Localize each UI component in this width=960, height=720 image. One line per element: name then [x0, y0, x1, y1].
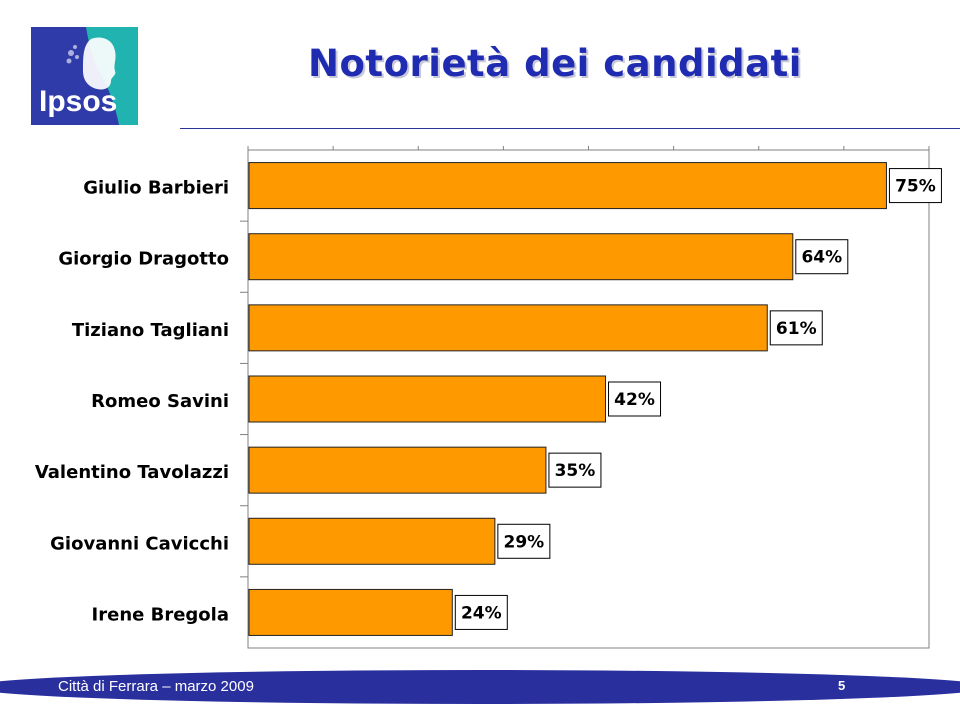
bar — [248, 233, 794, 281]
data-label-box — [608, 381, 662, 417]
bar — [248, 588, 453, 636]
category-label: Romeo Savini — [91, 391, 229, 412]
bar — [248, 517, 496, 565]
category-label: Valentino Tavolazzi — [35, 462, 229, 483]
bar-chart: Giulio Barbieri 75% Giorgio Dragotto 64% Tiz… — [35, 146, 942, 649]
ipsos-logo: Ipsos — [31, 27, 138, 125]
data-label: 61% — [776, 319, 817, 339]
data-label: 29% — [504, 532, 545, 552]
data-label-box — [497, 523, 551, 559]
bar — [248, 304, 768, 352]
data-label: 75% — [895, 177, 936, 197]
footer-text: Città di Ferrara – marzo 2009 — [58, 678, 254, 695]
bar — [248, 162, 887, 210]
category-label: Giovanni Cavicchi — [50, 533, 229, 554]
data-label: 64% — [801, 248, 842, 268]
logo-text: Ipsos — [39, 85, 117, 118]
data-label: 35% — [555, 461, 596, 481]
category-label: Tiziano Tagliani — [72, 320, 229, 341]
data-label: 42% — [614, 390, 655, 410]
category-label: Giorgio Dragotto — [58, 249, 229, 270]
page-number: 5 — [838, 678, 846, 693]
data-label-box — [795, 239, 849, 275]
bar — [248, 446, 547, 494]
bar — [248, 375, 607, 423]
data-label-box — [888, 168, 942, 204]
data-label-box — [769, 310, 823, 346]
data-label-box — [454, 594, 508, 630]
data-label-box — [548, 452, 602, 488]
page-title: Notorietà dei candidati — [308, 42, 802, 85]
data-label: 24% — [461, 603, 502, 623]
title-divider — [180, 128, 960, 129]
category-label: Giulio Barbieri — [83, 178, 229, 199]
footer-bar — [0, 670, 960, 704]
category-label: Irene Bregola — [92, 604, 229, 625]
